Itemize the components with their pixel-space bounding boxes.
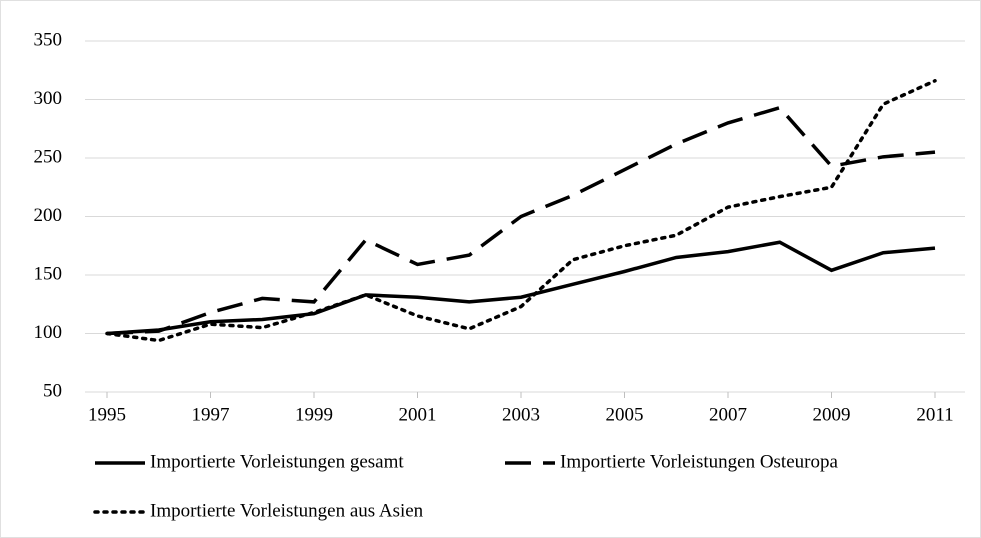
y-tick-label: 350 (34, 29, 63, 50)
y-tick-label: 300 (34, 88, 63, 109)
x-tick-label: 2003 (502, 404, 540, 425)
y-tick-label: 200 (34, 205, 63, 226)
x-tick-label: 2007 (709, 404, 747, 425)
y-tick-label: 150 (34, 263, 63, 284)
legend-label: Importierte Vorleistungen Osteuropa (560, 451, 838, 472)
y-tick-label: 100 (34, 322, 63, 343)
legend-label: Importierte Vorleistungen aus Asien (150, 500, 424, 521)
x-tick-label: 2009 (813, 404, 851, 425)
legend-label: Importierte Vorleistungen gesamt (150, 451, 404, 472)
data-line (105, 79, 937, 343)
y-tick-label: 50 (43, 380, 62, 401)
x-tick-label: 1995 (88, 404, 126, 425)
data-line (106, 105, 936, 336)
y-tick-label: 250 (34, 146, 63, 167)
x-tick-label: 2011 (916, 404, 953, 425)
data-line (106, 240, 936, 336)
x-tick-label: 1999 (295, 404, 333, 425)
x-tick-label: 2005 (606, 404, 644, 425)
x-tick-label: 1997 (192, 404, 230, 425)
x-tick-label: 2001 (399, 404, 437, 425)
